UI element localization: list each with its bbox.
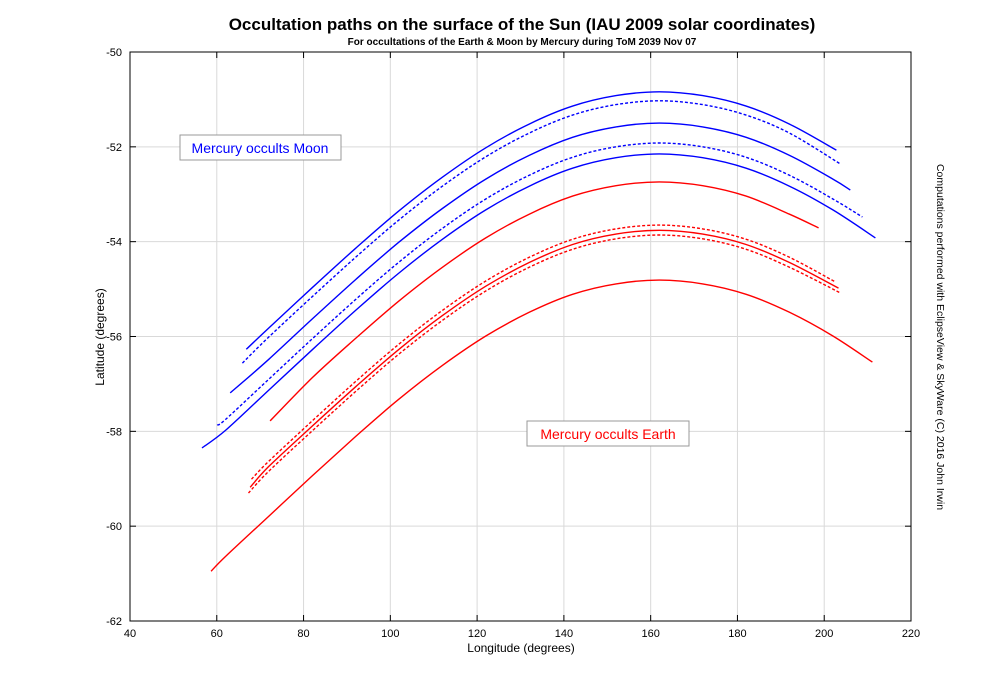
earth-path-2 — [250, 224, 836, 480]
earth-path-4 — [247, 234, 841, 494]
earth-path-5 — [210, 279, 873, 572]
legend-earth: Mercury occults Earth — [526, 420, 690, 447]
y-axis-label: Latitude (degrees) — [93, 288, 107, 385]
y-tick-label: -50 — [106, 47, 122, 59]
legend-moon: Mercury occults Moon — [179, 134, 342, 161]
chart-subtitle: For occultations of the Earth & Moon by … — [348, 37, 697, 48]
x-tick-label: 140 — [555, 628, 573, 640]
y-tick-label: -62 — [106, 616, 122, 628]
x-tick-label: 40 — [124, 628, 136, 640]
legend-earth-text: Mercury occults Earth — [540, 426, 675, 442]
side-note: Computations performed with EclipseView … — [934, 164, 946, 510]
y-tick-label: -60 — [106, 521, 122, 533]
earth-path-3 — [249, 229, 839, 488]
moon-path-3 — [229, 122, 851, 394]
earth-path-1 — [269, 181, 819, 422]
x-axis-label: Longitude (degrees) — [467, 641, 574, 655]
ticks: 40 60 80 100 120 140 160 180 200 220 -50 -52 -54 -56 -… — [106, 47, 920, 640]
y-tick-label: -52 — [106, 142, 122, 154]
x-tick-label: 180 — [728, 628, 746, 640]
x-tick-label: 120 — [468, 628, 486, 640]
series-group — [201, 91, 876, 572]
moon-path-1 — [245, 91, 837, 350]
moon-path-4 — [216, 142, 863, 426]
y-tick-label: -58 — [106, 426, 122, 438]
y-tick-label: -56 — [106, 332, 122, 344]
legend-moon-text: Mercury occults Moon — [192, 140, 329, 156]
y-tick-label: -54 — [106, 237, 122, 249]
x-tick-label: 200 — [815, 628, 833, 640]
x-tick-label: 60 — [211, 628, 223, 640]
moon-path-5 — [201, 153, 876, 449]
chart-title: Occultation paths on the surface of the … — [229, 15, 816, 34]
x-tick-label: 100 — [381, 628, 399, 640]
x-tick-label: 160 — [641, 628, 659, 640]
x-tick-label: 220 — [902, 628, 920, 640]
x-tick-label: 80 — [297, 628, 309, 640]
